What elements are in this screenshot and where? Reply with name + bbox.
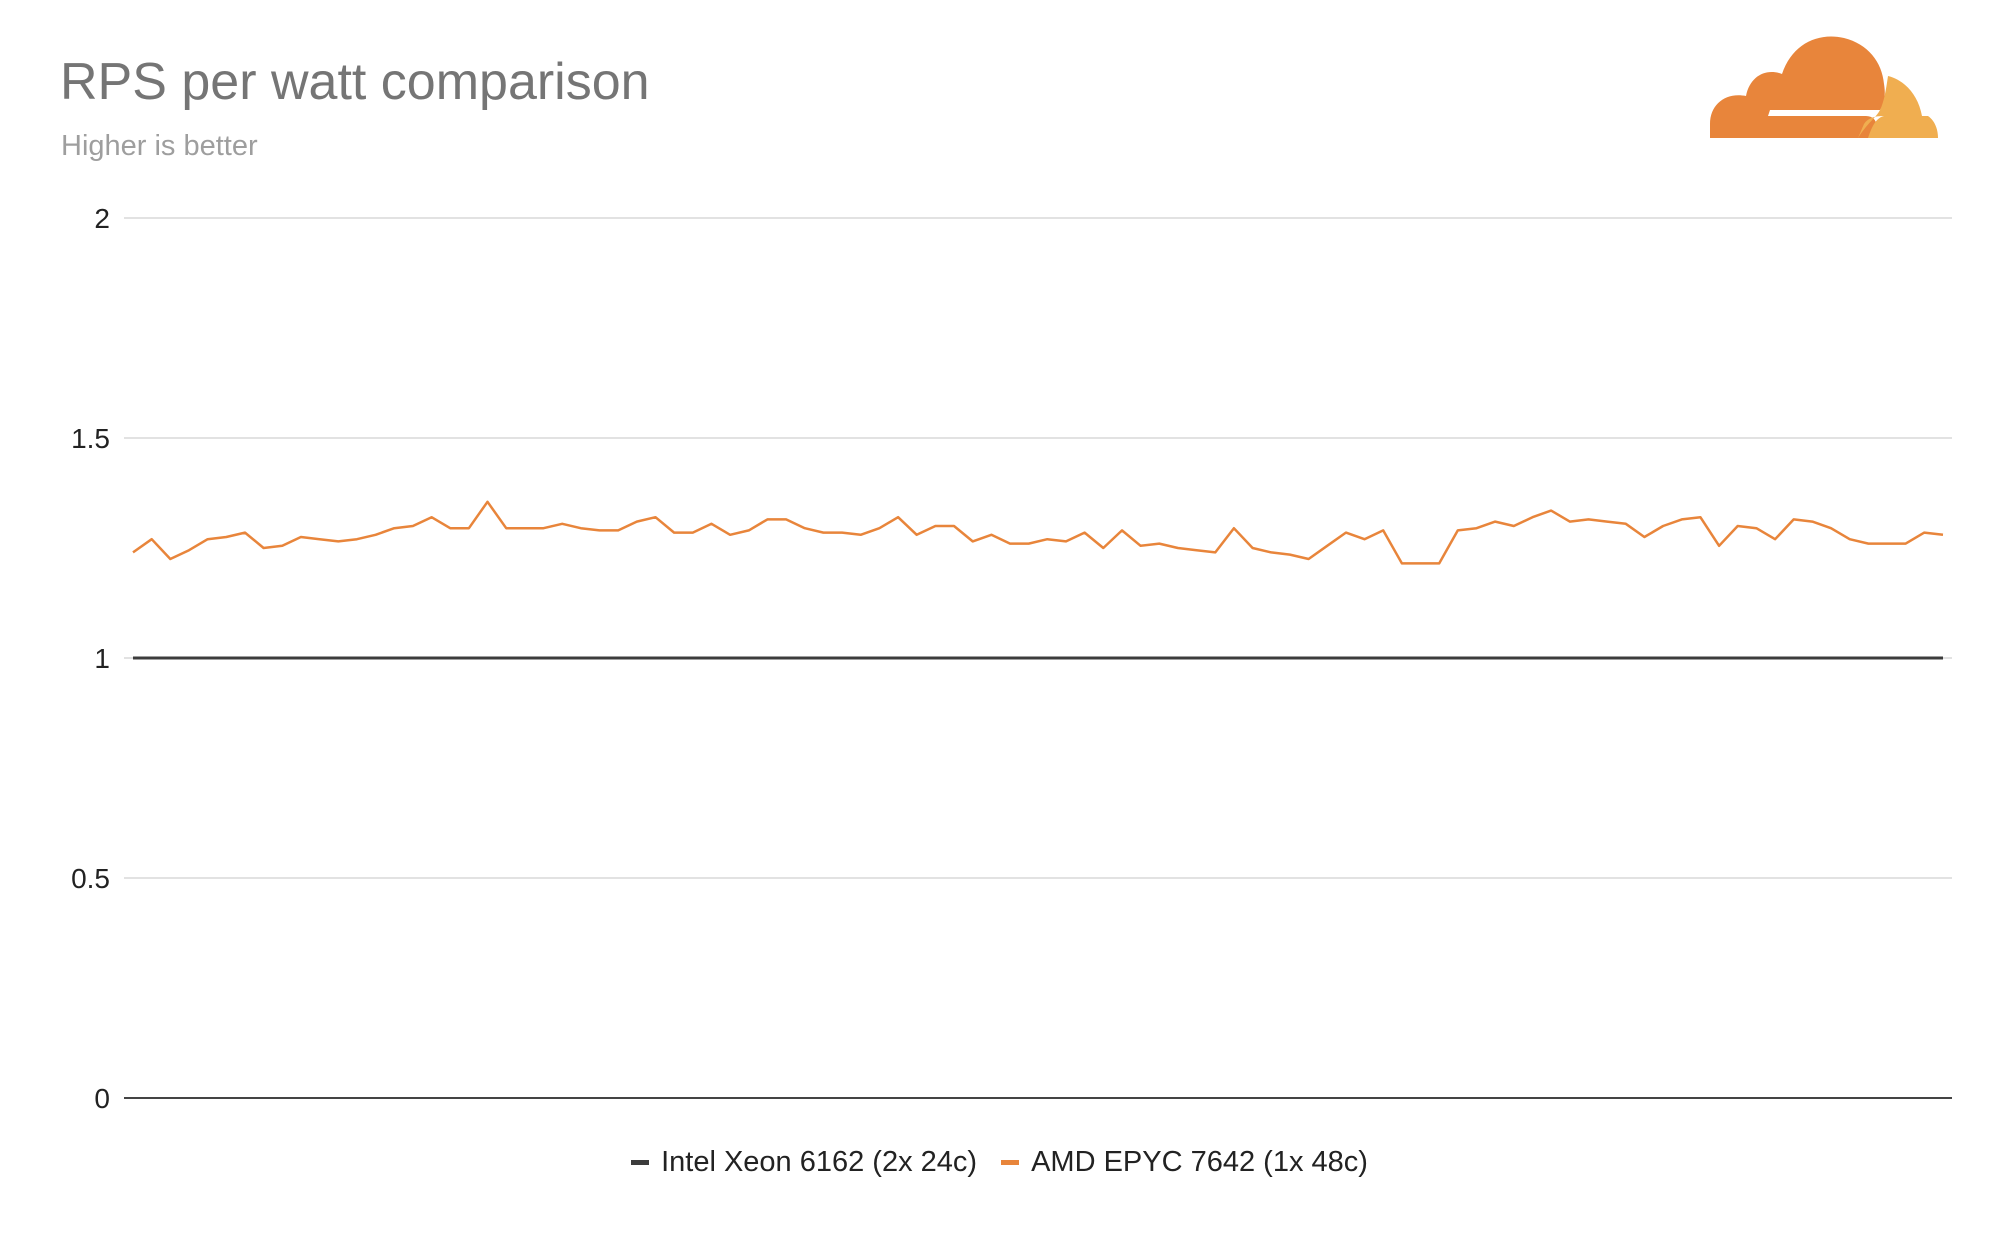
y-tick-label-4: 2	[94, 203, 110, 234]
legend-label-amd: AMD EPYC 7642 (1x 48c)	[1031, 1146, 1368, 1178]
logo-cloud-main	[1710, 36, 1885, 138]
chart-title: RPS per watt comparison	[60, 53, 650, 111]
legend-swatch-amd	[1001, 1160, 1020, 1165]
legend-item-amd[interactable]: AMD EPYC 7642 (1x 48c)	[1001, 1146, 1368, 1179]
legend-item-intel[interactable]: Intel Xeon 6162 (2x 24c)	[631, 1146, 977, 1179]
y-tick-labels: 0 0.5 1 1.5 2	[71, 203, 110, 1114]
series-line-amd	[132, 500, 1944, 565]
logo-cloud-accent	[1858, 76, 1938, 138]
cloudflare-cloud-icon	[1710, 36, 1938, 138]
y-tick-label-2: 1	[94, 643, 110, 674]
y-tick-label-1: 0.5	[71, 863, 110, 894]
chart-subtitle: Higher is better	[61, 130, 258, 162]
series-lines	[132, 500, 1944, 660]
legend: Intel Xeon 6162 (2x 24c) AMD EPYC 7642 (…	[0, 1146, 1999, 1179]
y-tick-label-3: 1.5	[71, 423, 110, 454]
y-tick-label-0: 0	[94, 1083, 110, 1114]
legend-label-intel: Intel Xeon 6162 (2x 24c)	[661, 1146, 978, 1178]
legend-swatch-intel	[631, 1160, 650, 1165]
